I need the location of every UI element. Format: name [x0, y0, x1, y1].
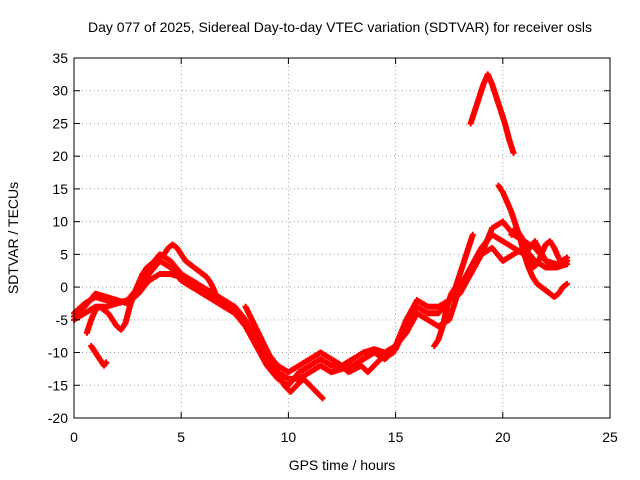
series-track-9 — [467, 71, 517, 156]
y-tick-label: 30 — [52, 83, 68, 99]
data-point — [390, 349, 397, 356]
series-track-4 — [83, 241, 228, 336]
series-track-7 — [339, 349, 397, 376]
y-tick-label: 25 — [52, 115, 68, 131]
series-track-6 — [242, 303, 326, 402]
y-tick-label: 5 — [60, 246, 68, 262]
axis-ticks: 0 5 10 15 20 25 -20 -15 -10 -5 0 5 10 15 20 25 30 35 — [48, 50, 618, 445]
x-tick-label: 10 — [281, 429, 297, 445]
y-axis-label: SDTVAR / TECUs — [5, 182, 21, 294]
data-point — [319, 395, 326, 402]
x-tick-label: 20 — [495, 429, 511, 445]
x-tick-label: 0 — [70, 429, 78, 445]
data-point — [564, 280, 571, 287]
y-tick-label: -5 — [56, 312, 69, 328]
data-point — [510, 149, 517, 156]
data-point — [103, 359, 110, 366]
y-tick-label: -10 — [48, 345, 68, 361]
grid-lines — [74, 58, 610, 418]
y-tick-label: -15 — [48, 377, 68, 393]
y-tick-label: 10 — [52, 214, 68, 230]
x-tick-label: 5 — [177, 429, 185, 445]
plot-frame — [73, 57, 611, 419]
y-tick-label: 0 — [60, 279, 68, 295]
data-points — [71, 71, 571, 402]
y-tick-label: 35 — [52, 50, 68, 66]
y-tick-label: 20 — [52, 148, 68, 164]
x-tick-label: 15 — [388, 429, 404, 445]
data-point — [221, 303, 228, 310]
series-track-8 — [431, 231, 476, 349]
series-track-11 — [508, 225, 571, 271]
y-tick-label: -20 — [48, 410, 68, 426]
chart-title: Day 077 of 2025, Sidereal Day-to-day VTE… — [88, 19, 592, 35]
series-track-5 — [88, 343, 110, 369]
y-tick-label: 15 — [52, 181, 68, 197]
data-point — [469, 231, 476, 238]
data-point — [564, 257, 571, 264]
x-tick-label: 25 — [602, 429, 618, 445]
x-axis-label: GPS time / hours — [289, 457, 396, 473]
